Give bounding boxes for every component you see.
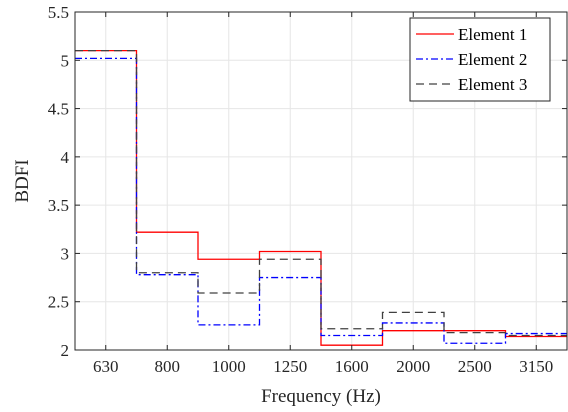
series-line-2 [75,57,567,344]
y-tick-label: 3.5 [48,196,69,215]
legend-label-1: Element 1 [458,25,527,44]
x-tick-label: 1000 [212,357,246,376]
x-tick-label: 1600 [335,357,369,376]
y-tick-label: 2 [61,341,70,360]
y-axis-title: BDFI [12,159,33,202]
legend-label-2: Element 2 [458,50,527,69]
legend-label-3: Element 3 [458,75,527,94]
plot-frame [74,11,568,351]
y-tick-label: 2.5 [48,293,69,312]
x-tick-label: 1250 [273,357,307,376]
y-tick-label: 3 [61,244,70,263]
x-tick-label: 800 [155,357,181,376]
x-axis-title: Frequency (Hz) [261,386,381,407]
y-tick-label: 5 [61,51,70,70]
series-line-3 [75,49,567,337]
x-tick-label: 3150 [519,357,553,376]
y-tick-label: 4 [61,148,70,167]
series-lines [75,49,567,346]
y-tick-label: 5.5 [48,3,69,22]
y-tick-label: 4.5 [48,100,69,119]
x-tick-label: 2000 [396,357,430,376]
x-tick-label: 630 [93,357,119,376]
axis-ticks: 2 2.5 3 3.5 4 4.5 5 5.5 630 800 1000 1250 1600 2000 25… [48,3,567,376]
series-line-1 [75,49,567,346]
x-tick-label: 2500 [458,357,492,376]
legend: Element 1 Element 2 Element 3 [409,17,551,102]
